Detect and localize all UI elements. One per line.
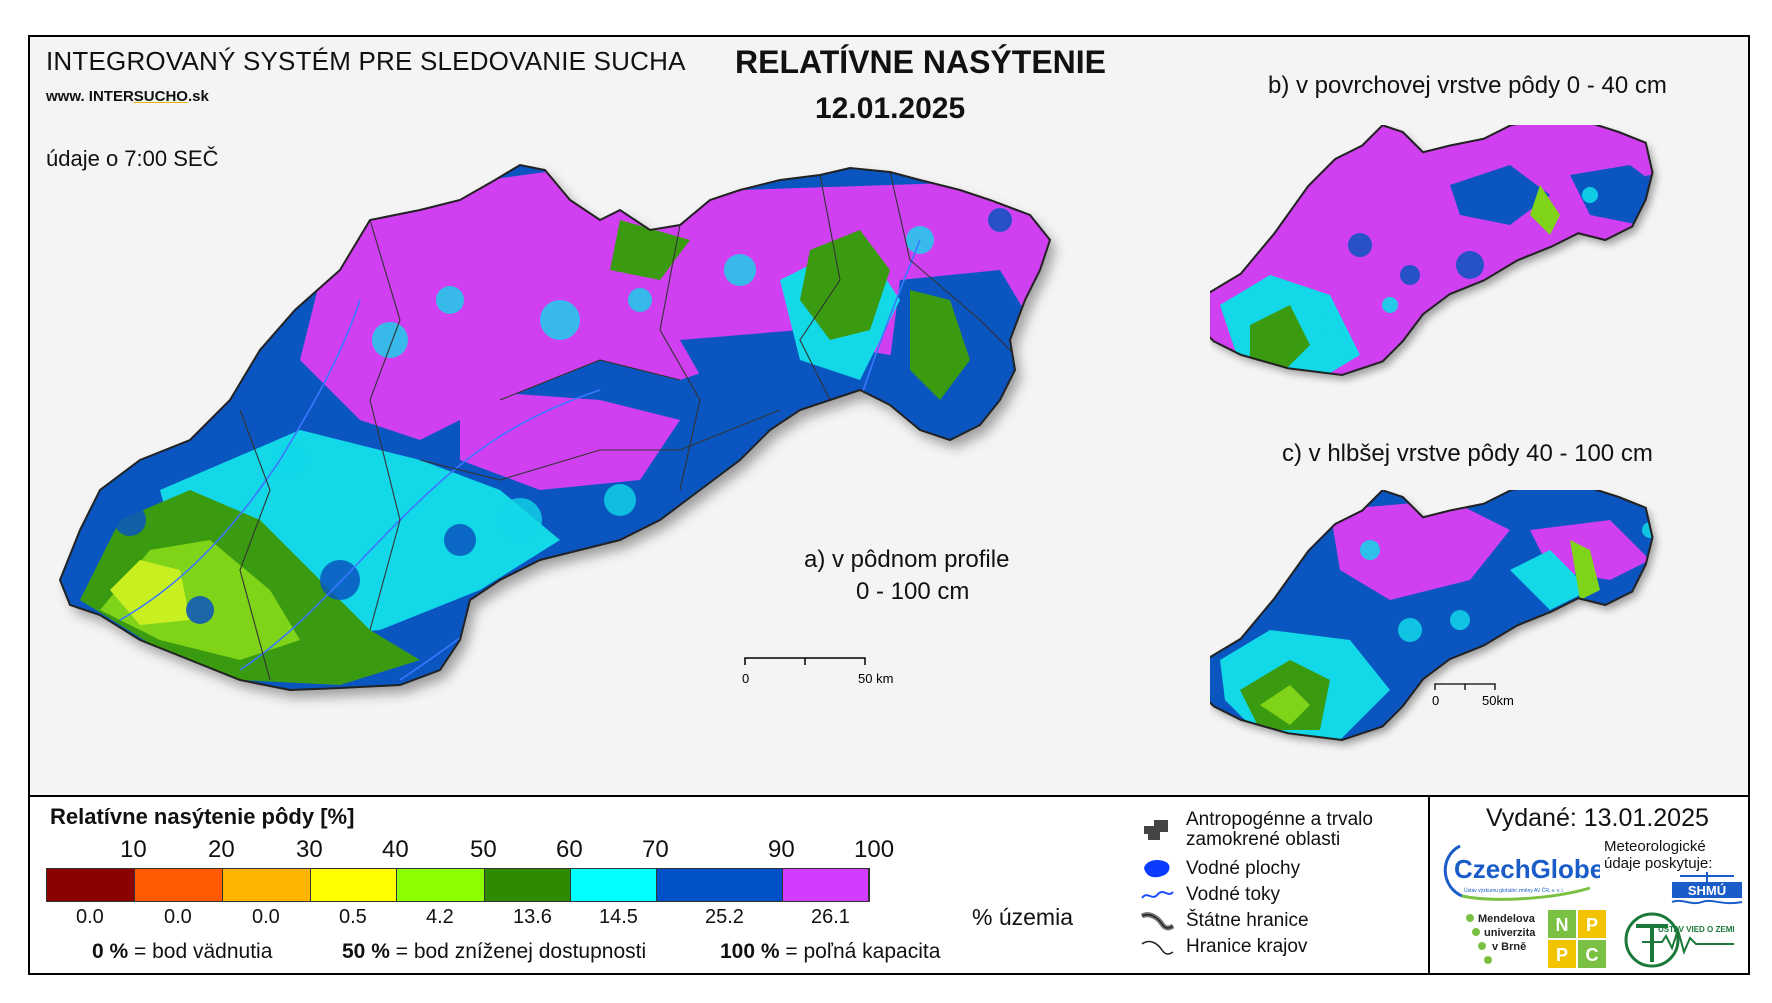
nppc-letter-4: C xyxy=(1586,945,1599,965)
legend-tick-label: 100 xyxy=(854,836,895,863)
mendel-line3: v Brně xyxy=(1492,941,1526,953)
def-0-value: 0 % xyxy=(92,940,129,963)
legend-tick-label: 40 xyxy=(382,836,409,863)
nppc-letter-1: N xyxy=(1556,915,1569,935)
meteo-data-provider: Meteorologické údaje poskytuje: xyxy=(1604,838,1713,872)
symbol-region-borders: Hranice krajov xyxy=(1140,934,1307,960)
legend-tick-label: 60 xyxy=(556,836,583,863)
legend-color-bin xyxy=(397,869,485,901)
legend-color-bin xyxy=(485,869,571,901)
map-date: 12.01.2025 xyxy=(815,92,966,125)
map-c-scale-end: 50km xyxy=(1482,693,1514,708)
legend-area-percent: 25.2 xyxy=(705,906,744,928)
map-a-label-line1: a) v pôdnom profile xyxy=(804,546,1010,573)
region-borders-label: Hranice krajov xyxy=(1186,936,1308,957)
legend-divider xyxy=(1428,795,1430,975)
czechglobe-logo: CzechGlobe Ústav výzkumu globální změny … xyxy=(1443,844,1600,901)
website-link[interactable]: www. INTERSUCHO.sk xyxy=(46,88,209,105)
map-c-deep-layer: 0 50km xyxy=(1210,490,1654,741)
water-body-icon xyxy=(1144,860,1170,878)
anthropogenic-line1: Antropogénne a trvalo xyxy=(1186,809,1373,830)
symbol-state-borders: Štátne hranice xyxy=(1140,908,1309,934)
def-100-text: = poľná kapacita xyxy=(785,940,941,963)
map-b-surface-layer xyxy=(1210,125,1654,376)
legend-color-bin xyxy=(223,869,311,901)
map-a-scale-end: 50 km xyxy=(858,671,893,686)
legend-tick-label: 10 xyxy=(120,836,147,863)
water-bodies-label: Vodné plochy xyxy=(1186,858,1301,879)
legend-tick-label: 50 xyxy=(470,836,497,863)
issued-date: Vydané: 13.01.2025 xyxy=(1486,804,1709,832)
legend-area-percent: 0.5 xyxy=(339,906,367,928)
def-50-value: 50 % xyxy=(342,940,390,963)
uvz-text: ÚSTAV VIED O ZEMI xyxy=(1658,925,1735,934)
legend-title: Relatívne nasýtenie pôdy [%] xyxy=(50,804,355,829)
czechglobe-subtext: Ústav výzkumu globální změny AV ČR, v. v… xyxy=(1464,887,1564,894)
anthropogenic-line2: zamokrené oblasti xyxy=(1186,829,1341,850)
definition-wilting-point: 0 % = bod vädnutia xyxy=(92,940,272,964)
symbol-water-streams: Vodné toky xyxy=(1140,882,1280,908)
legend-color-bar xyxy=(46,868,870,902)
legend-color-bin xyxy=(783,869,869,901)
nppc-logo: N P P C xyxy=(1548,910,1606,968)
legend-area-percent: 13.6 xyxy=(513,906,552,928)
definition-reduced-availability: 50 % = bod zníženej dostupnosti xyxy=(342,940,646,964)
legend-color-bin xyxy=(47,869,135,901)
map-a-label-line2: 0 - 100 cm xyxy=(856,578,970,605)
mendel-line2: univerzita xyxy=(1484,927,1536,939)
legend-tick-label: 20 xyxy=(208,836,235,863)
symbol-water-bodies: Vodné plochy xyxy=(1140,856,1300,882)
state-border-icon xyxy=(1140,912,1174,931)
def-100-value: 100 % xyxy=(720,940,780,963)
map-a-scale-bar: 0 50 km xyxy=(742,657,893,686)
symbol-anthropogenic: Antropogénne a trvalo zamokrené oblasti xyxy=(1140,810,1373,850)
map-b-label: b) v povrchovej vrstve pôdy 0 - 40 cm xyxy=(1268,72,1667,99)
nppc-letter-3: P xyxy=(1556,945,1568,965)
waterlogged-area-icon xyxy=(1144,820,1168,840)
water-stream-icon xyxy=(1141,891,1174,899)
region-border-icon xyxy=(1141,940,1174,955)
legend-tick-label: 30 xyxy=(296,836,323,863)
map-a-soil-profile: 0 50 km xyxy=(59,164,1051,691)
legend-color-bin xyxy=(135,869,223,901)
legend-color-bin xyxy=(571,869,657,901)
mendel-line1: Mendelova xyxy=(1478,913,1536,925)
legend-tick-label: 70 xyxy=(642,836,669,863)
shmu-logo: SHMÚ xyxy=(1671,872,1743,905)
def-50-text: = bod zníženej dostupnosti xyxy=(395,940,647,963)
legend-area-percent: 0.0 xyxy=(164,906,192,928)
legend-area-percent: 26.1 xyxy=(811,906,850,928)
legend-area-unit: % územia xyxy=(972,904,1073,930)
earth-science-institute-logo: ÚSTAV VIED O ZEMI xyxy=(1624,912,1735,968)
website-prefix: www. INTER xyxy=(46,88,134,105)
def-0-text: = bod vädnutia xyxy=(134,940,273,963)
water-streams-label: Vodné toky xyxy=(1186,884,1281,905)
definition-field-capacity: 100 % = poľná kapacita xyxy=(720,940,940,964)
system-title: INTEGROVANÝ SYSTÉM PRE SLEDOVANIE SUCHA xyxy=(46,46,686,76)
map-c-scale-zero: 0 xyxy=(1432,693,1439,708)
czechglobe-text: CzechGlobe xyxy=(1454,854,1600,884)
nppc-letter-2: P xyxy=(1586,915,1598,935)
website-suffix: .sk xyxy=(187,88,209,105)
observation-time: údaje o 7:00 SEČ xyxy=(46,146,219,171)
legend-area-percent: 0.0 xyxy=(76,906,104,928)
map-c-scale-bar: 0 50km xyxy=(1432,683,1514,708)
page-title: RELATÍVNE NASÝTENIE xyxy=(735,44,1106,80)
legend-color-bin xyxy=(657,869,783,901)
website-brand: SUCHO xyxy=(133,88,188,105)
state-borders-label: Štátne hranice xyxy=(1186,910,1309,931)
legend-tick-label: 90 xyxy=(768,836,795,863)
map-c-label: c) v hlbšej vrstve pôdy 40 - 100 cm xyxy=(1282,440,1653,467)
legend-area-percent: 4.2 xyxy=(426,906,454,928)
legend-area-percent: 0.0 xyxy=(252,906,280,928)
legend-area-percent: 14.5 xyxy=(599,906,638,928)
legend-color-bin xyxy=(311,869,397,901)
mendel-university-logo: Mendelova univerzita v Brně xyxy=(1466,913,1536,964)
map-a-scale-zero: 0 xyxy=(742,671,749,686)
shmu-text: SHMÚ xyxy=(1688,883,1726,898)
